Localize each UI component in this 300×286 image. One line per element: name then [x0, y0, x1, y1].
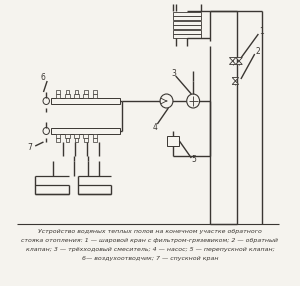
Bar	[173, 25, 200, 29]
Bar	[83, 94, 88, 98]
Text: 5: 5	[192, 156, 197, 164]
Polygon shape	[230, 61, 236, 65]
Bar	[51, 98, 120, 104]
Text: клапан; 3 — трёхходовый смеситель; 4 — насос; 5 — перепускной клапан;: клапан; 3 — трёхходовый смеситель; 4 — н…	[26, 247, 275, 252]
Bar	[93, 134, 97, 138]
Text: 7: 7	[28, 144, 32, 152]
Bar	[56, 134, 61, 138]
Bar	[173, 16, 200, 20]
Circle shape	[160, 94, 173, 108]
Bar	[84, 138, 88, 142]
Bar	[75, 90, 78, 94]
Text: стояка отопления: 1 — шаровой кран с фильтром-грязевиком; 2 — обратный: стояка отопления: 1 — шаровой кран с фил…	[22, 238, 278, 243]
Bar	[83, 134, 88, 138]
Text: Устройство водяных теплых полов на конечном участке обратного: Устройство водяных теплых полов на конеч…	[38, 229, 262, 234]
Text: 6— воздухоотводчик; 7 — спускной кран: 6— воздухоотводчик; 7 — спускной кран	[82, 256, 218, 261]
Bar	[74, 94, 79, 98]
Bar	[173, 21, 200, 25]
Text: 3: 3	[171, 69, 176, 78]
Bar	[65, 138, 69, 142]
Polygon shape	[236, 61, 242, 65]
Bar	[65, 134, 70, 138]
Text: 4: 4	[153, 122, 158, 132]
Bar	[74, 134, 79, 138]
Polygon shape	[236, 57, 242, 61]
Circle shape	[43, 98, 50, 104]
Bar	[65, 94, 70, 98]
Polygon shape	[232, 81, 239, 84]
Polygon shape	[230, 57, 236, 61]
Bar	[84, 90, 88, 94]
Text: 6: 6	[40, 74, 45, 82]
Text: 1: 1	[259, 27, 263, 37]
Circle shape	[187, 94, 200, 108]
Bar	[93, 138, 97, 142]
Circle shape	[43, 128, 50, 134]
Bar	[75, 138, 78, 142]
Bar	[56, 138, 60, 142]
Bar	[51, 128, 120, 134]
Bar	[56, 90, 60, 94]
Polygon shape	[232, 78, 239, 81]
Bar	[173, 12, 200, 15]
Bar	[93, 94, 97, 98]
Bar	[173, 34, 200, 38]
Text: 2: 2	[255, 47, 260, 57]
Bar	[65, 90, 69, 94]
Bar	[56, 94, 61, 98]
Bar	[93, 90, 97, 94]
Bar	[173, 30, 200, 33]
Bar	[167, 136, 179, 146]
